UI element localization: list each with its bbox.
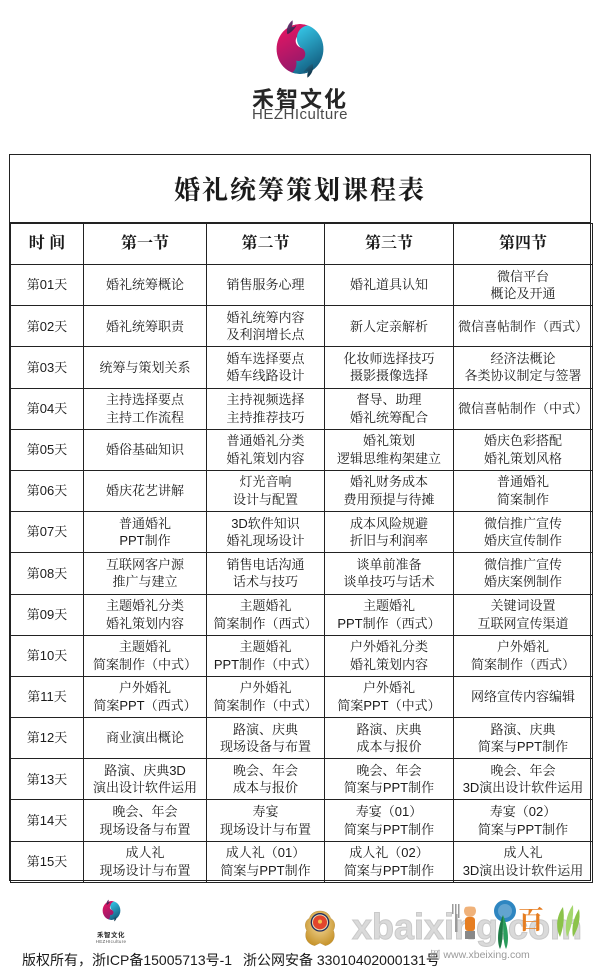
- svg-text:百: 百: [518, 905, 544, 935]
